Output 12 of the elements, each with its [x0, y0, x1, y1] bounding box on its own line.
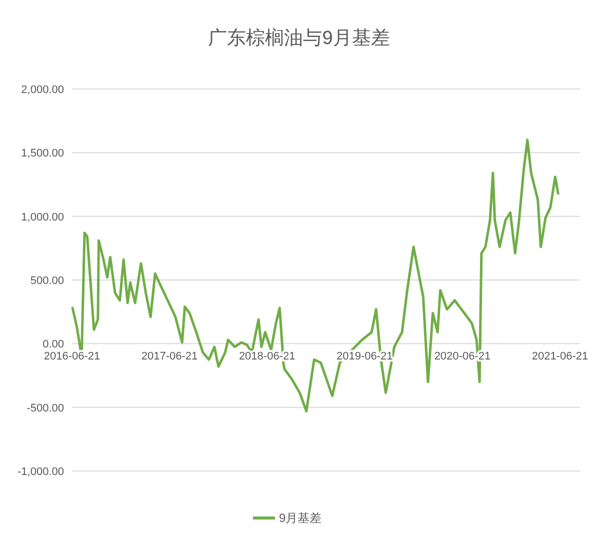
- chart-title: 广东棕榈油与9月基差: [208, 27, 390, 49]
- y-tick-label: 1,500.00: [21, 148, 64, 160]
- y-tick-label: 2,000.00: [21, 84, 64, 96]
- y-tick-label: -1,000.00: [18, 466, 64, 478]
- x-tick-label: 2017-06-21: [141, 350, 198, 363]
- x-tick-label: 2021-06-21: [532, 350, 588, 363]
- y-tick-label: 500.00: [30, 275, 64, 287]
- y-tick-label: -500.00: [26, 402, 64, 414]
- y-tick-label: 0.00: [42, 338, 64, 351]
- y-tick-label: 1,000.00: [21, 211, 64, 224]
- x-tick-label: 2016-06-21: [44, 350, 100, 363]
- legend-label: 9月基差: [279, 511, 322, 525]
